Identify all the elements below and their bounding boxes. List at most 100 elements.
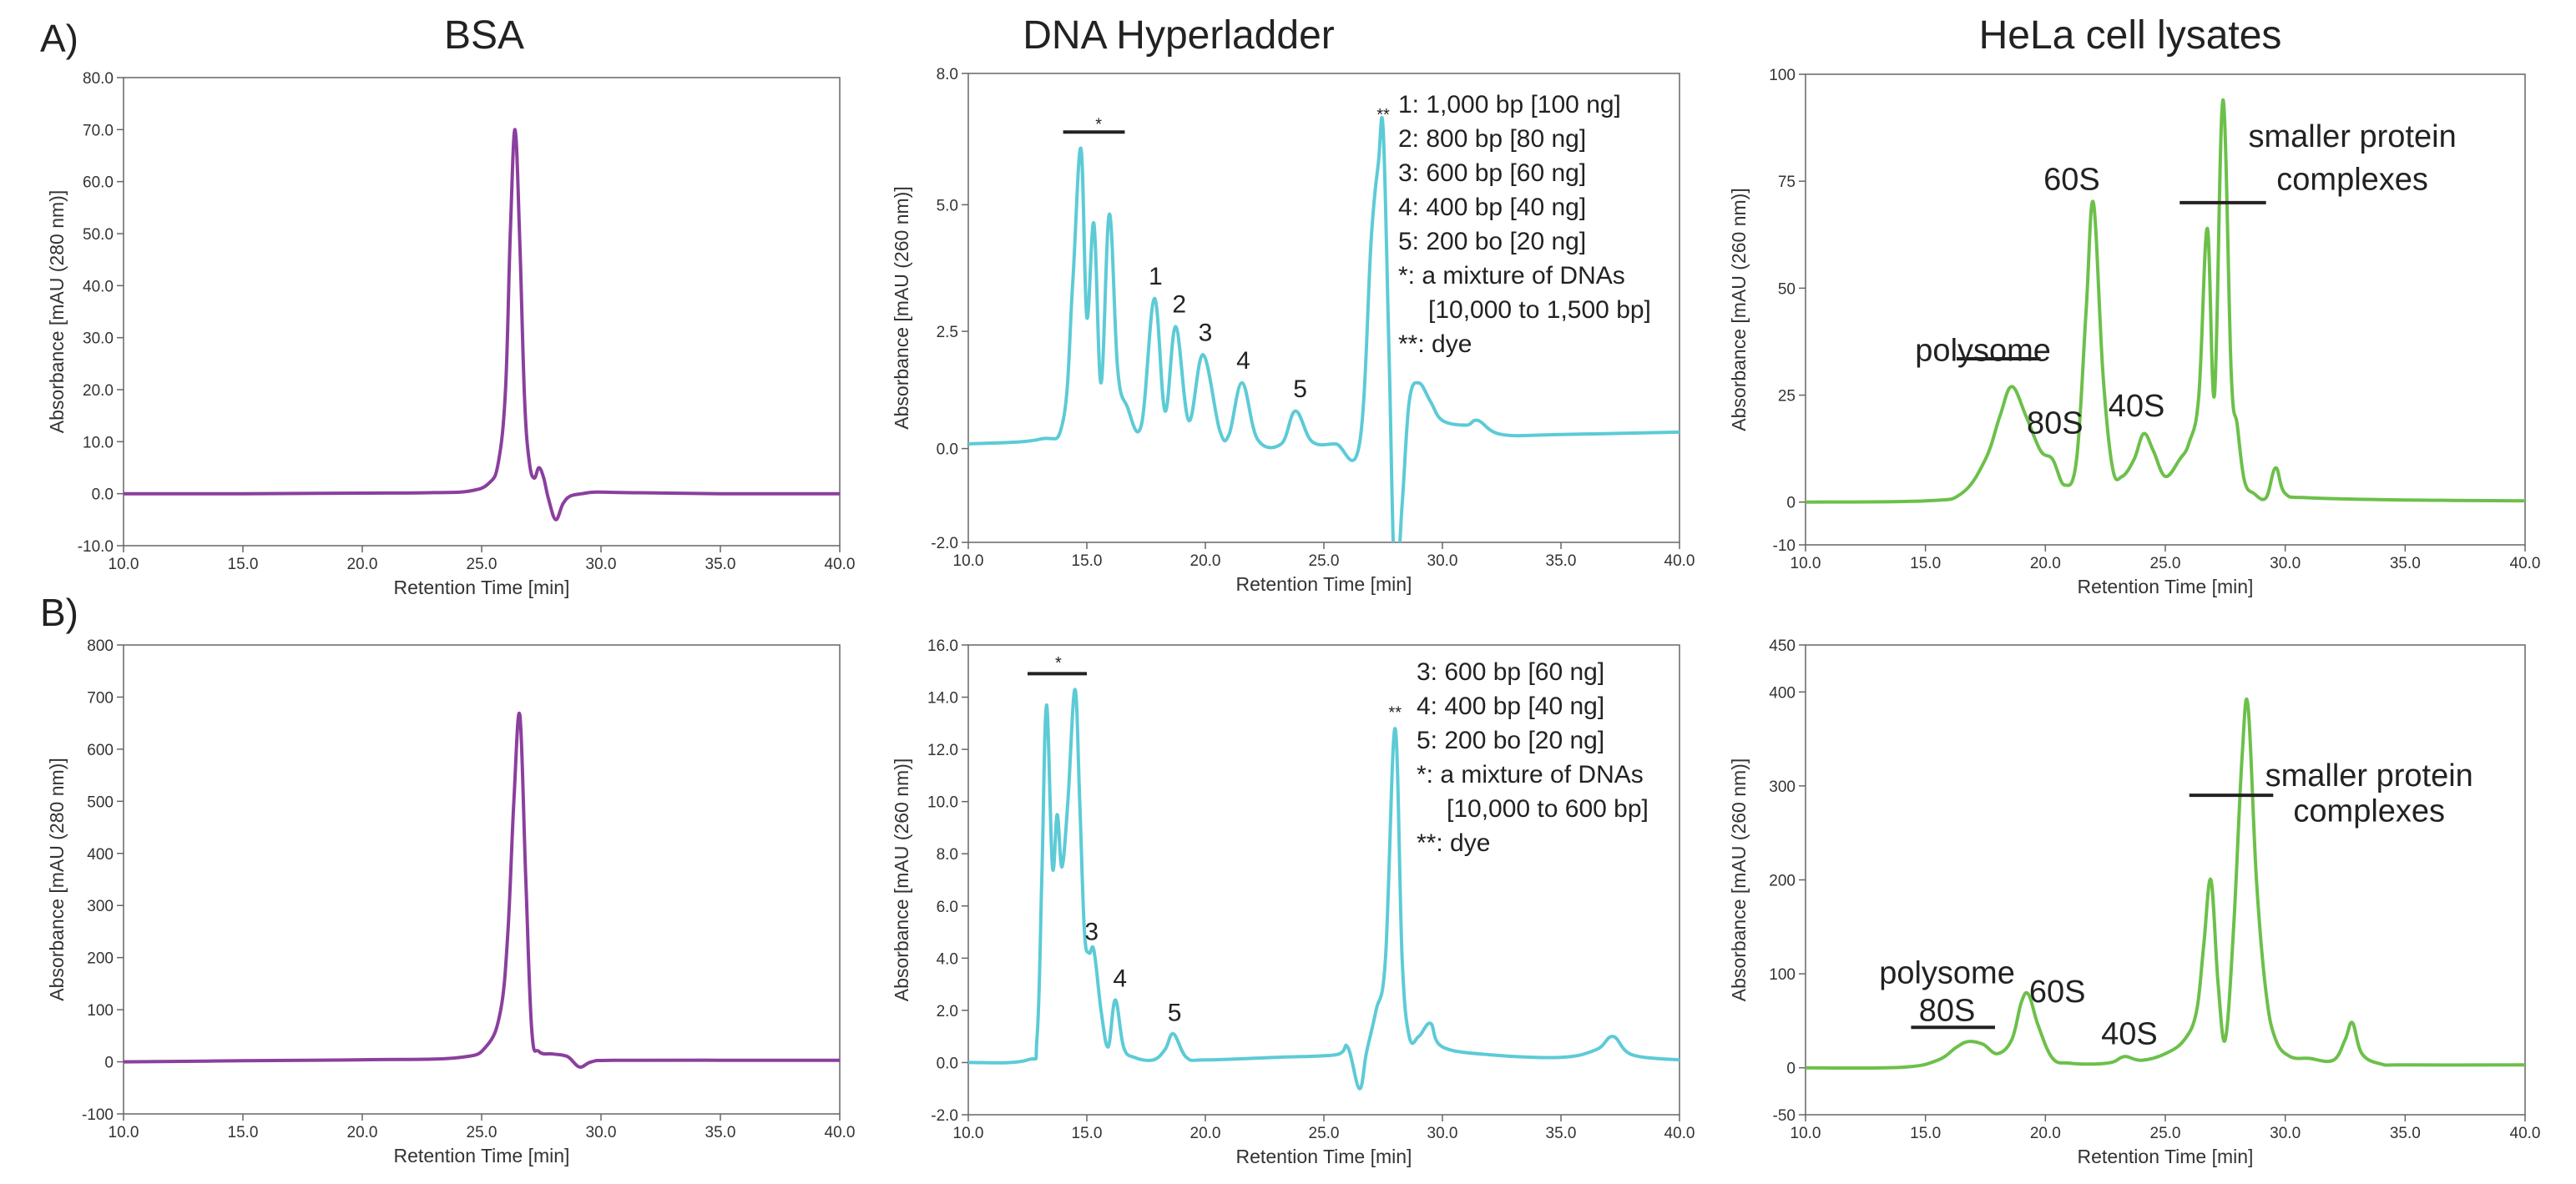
y-tick-label: 0 xyxy=(1786,1061,1796,1078)
y-tick-label: -10.0 xyxy=(78,538,114,556)
chart-6: 10.0 15.0 20.0 25.0 30.0 35.0 40.0 -50 0 100 200 30… xyxy=(1728,637,2540,1167)
x-axis-label: Retention Time [min] xyxy=(1236,1146,1412,1167)
legend-entry: 1: 1,000 bp [100 ng] xyxy=(1398,91,1621,118)
y-tick-label: 12.0 xyxy=(927,742,958,759)
x-tick-label: 10.0 xyxy=(1791,555,1821,572)
x-tick-label: 40.0 xyxy=(825,1124,856,1141)
x-tick-label: 30.0 xyxy=(586,1124,617,1141)
y-tick-label: 30.0 xyxy=(83,330,114,348)
column-title-dna: DNA Hyperladder xyxy=(1023,13,1335,58)
y-axis-label: Absorbance [mAU (260 nm)] xyxy=(1728,758,1750,1001)
chart-1: 10.0 15.0 20.0 25.0 30.0 35.0 40.0 -10.0 0.0 10.0… xyxy=(46,70,855,598)
legend-entry: [10,000 to 1,500 bp] xyxy=(1428,296,1651,324)
x-tick-label: 35.0 xyxy=(705,1124,736,1141)
y-axis-label: Absorbance [mAU (260 nm)] xyxy=(891,186,912,429)
y-tick-label: 300 xyxy=(87,898,114,915)
y-tick-label: 2.5 xyxy=(937,324,958,341)
y-axis-label: Absorbance [mAU (280 nm)] xyxy=(46,190,68,433)
x-tick-label: 35.0 xyxy=(705,556,736,573)
y-tick-label: 0 xyxy=(1786,495,1796,512)
x-tick-label: 30.0 xyxy=(2270,555,2301,572)
chromatogram-trace xyxy=(968,115,1679,542)
x-tick-label: 35.0 xyxy=(2390,555,2421,572)
peak-annotation: 60S xyxy=(2043,162,2100,197)
y-tick-label: -50 xyxy=(1773,1107,1796,1125)
x-tick-label: 30.0 xyxy=(1427,1125,1458,1142)
x-axis-label: Retention Time [min] xyxy=(394,1145,570,1166)
x-tick-label: 25.0 xyxy=(1309,1125,1340,1142)
y-tick-label: 400 xyxy=(87,846,114,864)
chromatogram-trace xyxy=(968,688,1679,1091)
charts-layer: 10.0 15.0 20.0 25.0 30.0 35.0 40.0 -10.0 0.0 10.0… xyxy=(46,66,2540,1167)
y-tick-label: 0.0 xyxy=(937,441,958,459)
x-tick-label: 20.0 xyxy=(1190,1125,1221,1142)
peak-annotation: 5 xyxy=(1168,999,1182,1026)
x-tick-label: 35.0 xyxy=(1546,552,1577,570)
y-axis-label: Absorbance [mAU (260 nm)] xyxy=(1728,188,1750,431)
y-tick-label: 25 xyxy=(1778,388,1796,406)
y-tick-label: 40.0 xyxy=(83,278,114,295)
y-tick-label: 10.0 xyxy=(83,434,114,451)
y-tick-label: -10 xyxy=(1773,537,1796,555)
peak-annotation: 4 xyxy=(1113,965,1127,993)
chromatogram-trace xyxy=(124,128,840,521)
peak-annotation: 60S xyxy=(2029,975,2086,1010)
x-tick-label: 20.0 xyxy=(347,556,378,573)
plot-frame xyxy=(1805,644,2526,1116)
peak-annotation: 1 xyxy=(1149,263,1163,290)
x-tick-label: 10.0 xyxy=(953,1125,984,1142)
y-tick-label: 100 xyxy=(87,1002,114,1020)
legend-entry: 4: 400 bp [40 ng] xyxy=(1398,194,1586,221)
peak-annotation: 80S xyxy=(1919,993,1976,1028)
y-tick-label: 600 xyxy=(87,742,114,759)
legend-entry: *: a mixture of DNAs xyxy=(1417,761,1644,788)
legend-entry: *: a mixture of DNAs xyxy=(1398,262,1625,290)
y-tick-label: -2.0 xyxy=(931,535,958,552)
y-tick-label: 2.0 xyxy=(937,1003,958,1020)
legend-entry: 5: 200 bo [20 ng] xyxy=(1398,228,1586,255)
peak-annotation: polysome xyxy=(1915,334,2051,369)
x-tick-label: 25.0 xyxy=(1309,552,1340,570)
peak-annotation: 3 xyxy=(1199,319,1213,346)
y-tick-label: 10.0 xyxy=(927,794,958,812)
peak-annotation: complexes xyxy=(2293,794,2445,829)
x-tick-label: 40.0 xyxy=(2510,1125,2541,1142)
chart-4: 10.0 15.0 20.0 25.0 30.0 35.0 40.0 -100 0 100 200 3… xyxy=(46,637,855,1166)
chromatogram-trace xyxy=(1806,98,2525,504)
x-tick-label: 10.0 xyxy=(953,552,984,570)
y-tick-label: 16.0 xyxy=(927,637,958,655)
peak-annotation: ** xyxy=(1376,106,1390,124)
y-tick-label: -100 xyxy=(82,1106,114,1124)
y-tick-label: 4.0 xyxy=(937,950,958,968)
y-tick-label: 8.0 xyxy=(937,846,958,864)
peak-annotation: complexes xyxy=(2276,162,2428,197)
x-tick-label: 10.0 xyxy=(109,1124,139,1141)
x-axis-label: Retention Time [min] xyxy=(2078,1146,2254,1167)
legend-entry: **: dye xyxy=(1417,829,1490,857)
x-tick-label: 25.0 xyxy=(2150,555,2181,572)
chromatogram-trace xyxy=(1806,698,2525,1071)
x-tick-label: 15.0 xyxy=(228,1124,259,1141)
y-axis-label: Absorbance [mAU (260 nm)] xyxy=(891,758,912,1001)
x-tick-label: 40.0 xyxy=(825,556,856,573)
peak-annotation: smaller protein xyxy=(2265,758,2473,794)
y-axis-label: Absorbance [mAU (280 nm)] xyxy=(46,758,68,1000)
plot-frame xyxy=(123,644,841,1115)
y-tick-label: 6.0 xyxy=(937,899,958,916)
legend-entry: [10,000 to 600 bp] xyxy=(1447,795,1649,823)
legend-entry: 3: 600 bp [60 ng] xyxy=(1417,658,1604,686)
y-tick-label: 700 xyxy=(87,689,114,707)
y-tick-label: 60.0 xyxy=(83,174,114,192)
y-tick-label: 0 xyxy=(104,1055,114,1072)
y-tick-label: 450 xyxy=(1769,637,1796,655)
x-tick-label: 35.0 xyxy=(1546,1125,1577,1142)
peak-annotation: polysome xyxy=(1879,955,2015,990)
panel-label-a: A) xyxy=(40,17,78,60)
column-title-hela: HeLa cell lysates xyxy=(1979,13,2282,58)
x-tick-label: 15.0 xyxy=(1910,1125,1941,1142)
chart-2: 10.0 15.0 20.0 25.0 30.0 35.0 40.0 -2.0 0.0 2.5 5.… xyxy=(891,66,1695,595)
peak-annotation: 5 xyxy=(1293,375,1307,403)
peak-annotation: 4 xyxy=(1236,347,1250,375)
x-tick-label: 15.0 xyxy=(1072,552,1103,570)
